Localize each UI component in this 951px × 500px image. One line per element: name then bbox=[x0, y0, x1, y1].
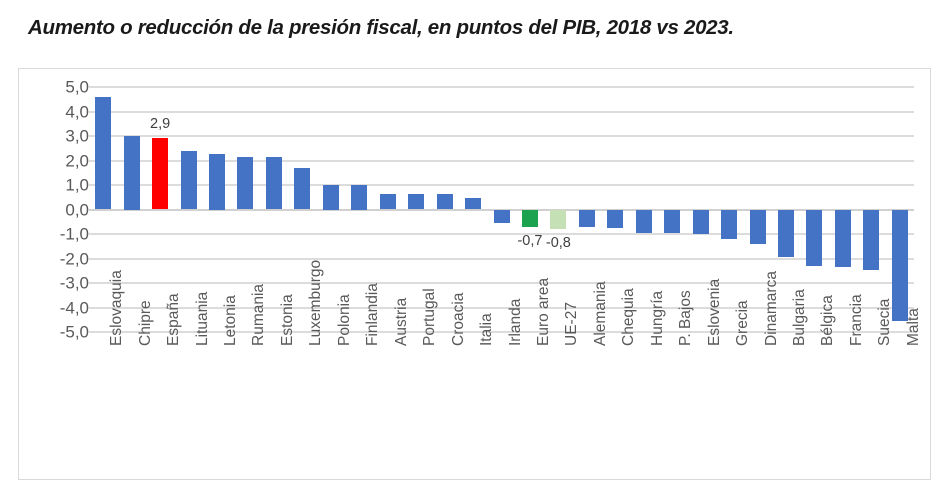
bar-dinamarca[interactable] bbox=[749, 209, 766, 244]
gridline bbox=[89, 184, 914, 186]
bar-francia[interactable] bbox=[834, 209, 851, 268]
gridline bbox=[89, 159, 914, 162]
gridline bbox=[89, 282, 914, 284]
gridline bbox=[89, 135, 914, 137]
bar-irlanda[interactable] bbox=[493, 209, 510, 223]
bar-rumania[interactable] bbox=[237, 156, 254, 210]
gridline bbox=[89, 233, 914, 235]
bar-grecia[interactable] bbox=[721, 209, 738, 239]
y-axis-tick-label: -4,0 bbox=[59, 298, 89, 317]
y-axis-tick-label: -2,0 bbox=[59, 249, 89, 268]
bar-eslovaquia[interactable] bbox=[95, 96, 112, 210]
data-label-euro-area: -0,7 bbox=[517, 232, 543, 249]
bar-espa-a[interactable] bbox=[152, 138, 169, 210]
y-axis-tick-label: 5,0 bbox=[65, 77, 89, 97]
y-axis-tick-label: -3,0 bbox=[59, 273, 89, 293]
bar-letonia[interactable] bbox=[209, 154, 226, 210]
chart-frame: 5,0 4,0 3,0 2,0 1,0 0,0 -1,0 -2,0 -3,0 -4,0 -5,0 2… bbox=[18, 68, 931, 480]
bar-alemania[interactable] bbox=[578, 209, 595, 227]
bar-eslovenia[interactable] bbox=[692, 209, 709, 234]
bar-ue-27[interactable] bbox=[550, 209, 567, 230]
bar-b-lgica[interactable] bbox=[806, 209, 823, 266]
bar-croacia[interactable] bbox=[436, 193, 453, 210]
gridline bbox=[89, 257, 914, 260]
bar-chequia[interactable] bbox=[607, 209, 624, 228]
gridline bbox=[89, 110, 914, 113]
y-axis-tick-label: 3,0 bbox=[65, 126, 89, 146]
bar-chipre[interactable] bbox=[123, 136, 140, 210]
bar-malta[interactable] bbox=[891, 209, 908, 321]
bar-p-bajos[interactable] bbox=[664, 209, 681, 233]
gridline bbox=[89, 86, 914, 88]
y-axis-tick-label: -1,0 bbox=[59, 224, 89, 244]
bar-italia[interactable] bbox=[465, 198, 482, 210]
gridline bbox=[89, 331, 914, 333]
bar-lituania[interactable] bbox=[180, 150, 197, 210]
page-title: Aumento o reducción de la presión fiscal… bbox=[28, 16, 734, 39]
data-label-ue-27: -0,8 bbox=[545, 235, 571, 252]
bar-polonia[interactable] bbox=[322, 185, 339, 210]
bar-finlandia[interactable] bbox=[351, 185, 368, 210]
y-axis-tick-label: 2,0 bbox=[65, 151, 89, 170]
bar-austria[interactable] bbox=[379, 193, 396, 210]
bar-luxemburgo[interactable] bbox=[294, 167, 311, 210]
y-axis-tick-label: 1,0 bbox=[65, 175, 89, 195]
bar-estonia[interactable] bbox=[265, 156, 282, 210]
bar-suecia[interactable] bbox=[863, 209, 880, 270]
bar-portugal[interactable] bbox=[408, 193, 425, 210]
y-axis-tick-label: 0,0 bbox=[65, 200, 89, 219]
data-label-espa-a: 2,9 bbox=[150, 116, 171, 133]
y-axis-tick-label: 4,0 bbox=[65, 102, 89, 121]
y-axis: 5,0 4,0 3,0 2,0 1,0 0,0 -1,0 -2,0 -3,0 -4,0 -5,0 bbox=[27, 69, 89, 481]
bar-hungr-a[interactable] bbox=[635, 209, 652, 233]
gridline bbox=[89, 306, 914, 309]
bars-layer: 2,9 -0,7 -0,8 bbox=[19, 69, 932, 481]
y-axis-tick-label: -5,0 bbox=[59, 322, 89, 342]
bar-euro-area[interactable] bbox=[521, 209, 538, 227]
bar-bulgaria[interactable] bbox=[777, 209, 794, 258]
